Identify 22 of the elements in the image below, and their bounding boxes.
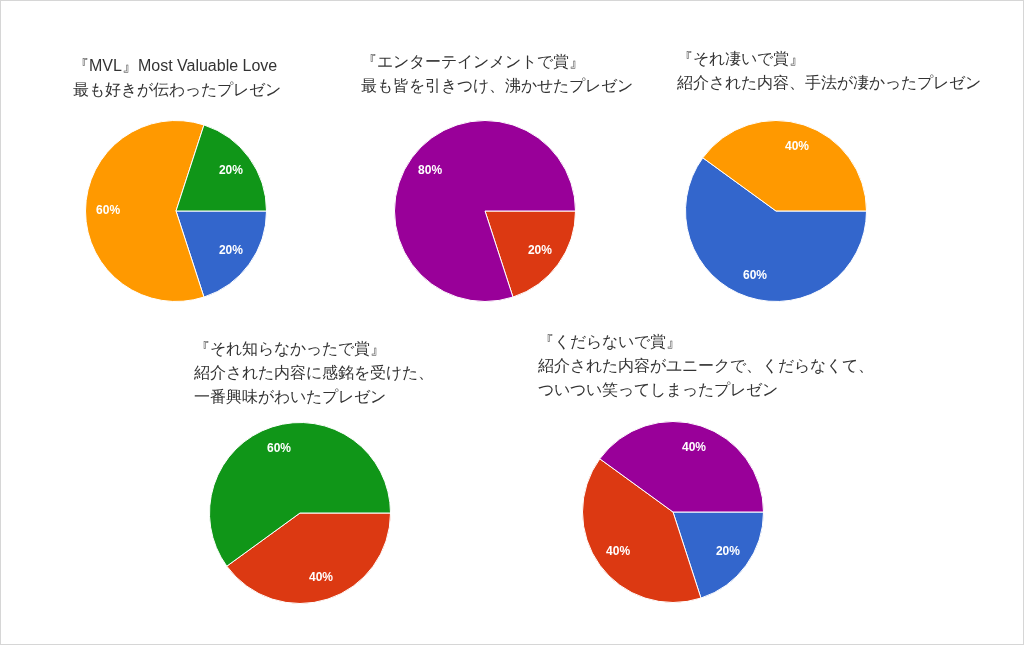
data-label: 60%: [267, 440, 292, 455]
data-label: 60%: [96, 203, 121, 218]
chart-subtitle: 紹介された内容に感銘を受けた、一番興味がわいたプレゼン: [194, 363, 435, 407]
chart-title: 『MVL』Most Valuable Love: [73, 56, 278, 76]
chart-title: 『エンターテインメントで賞』: [361, 52, 585, 72]
data-label: 20%: [715, 544, 741, 559]
data-label: 40%: [606, 544, 631, 559]
chart-subtitle: 紹介された内容がユニークで、くだらなくて、ついつい笑ってしまったプレゼン: [538, 356, 875, 400]
data-label: 60%: [743, 267, 768, 282]
chart-title: 『くだらないで賞』: [538, 332, 682, 352]
data-label: 20%: [218, 243, 244, 258]
data-label: 80%: [418, 163, 443, 178]
chart-title: 『それ知らなかったで賞』: [194, 339, 386, 359]
chart-subtitle: 紹介された内容、手法が凄かったプレゼン: [677, 73, 982, 93]
chart-subtitle: 最も皆を引きつけ、沸かせたプレゼン: [361, 77, 633, 94]
data-label: 20%: [218, 163, 244, 178]
chart-title: 『それ凄いで賞』: [677, 49, 805, 69]
data-label: 20%: [527, 243, 553, 258]
chart-subtitle: 最も好きが伝わったプレゼン: [73, 81, 281, 98]
data-label: 40%: [308, 569, 334, 584]
data-label: 40%: [784, 138, 810, 153]
data-label: 40%: [681, 439, 707, 454]
